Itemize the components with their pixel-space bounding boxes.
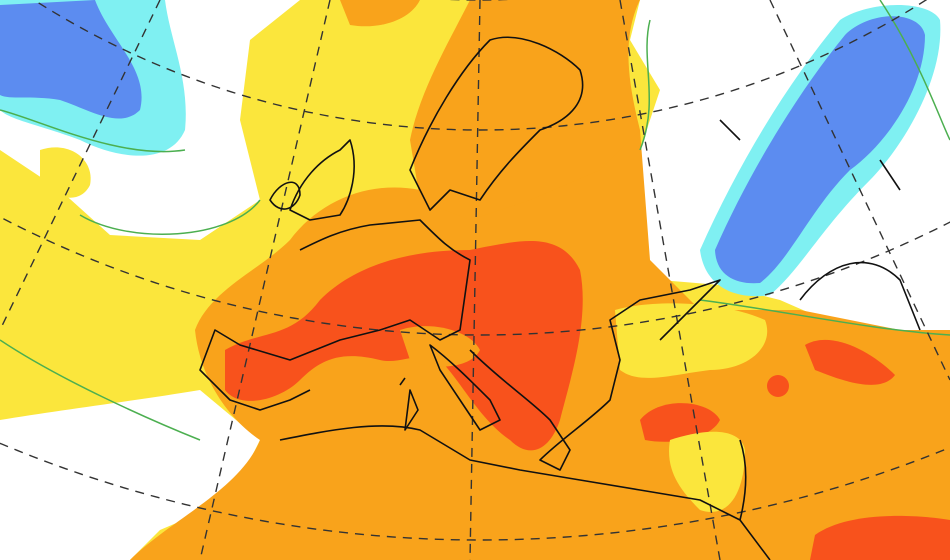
coast-ireland (269, 181, 301, 210)
coast-islands (399, 377, 419, 431)
coast-scandinavia (409, 36, 584, 211)
coast-balkans (469, 279, 721, 471)
red-central (225, 241, 583, 451)
coast-west (199, 219, 471, 411)
orange-inlet (400, 326, 480, 367)
red-east (640, 403, 720, 442)
red-se (810, 515, 950, 560)
coast-east (719, 119, 921, 521)
coast-italy (429, 344, 501, 431)
red-spot (767, 375, 789, 397)
blue-nw (0, 0, 142, 119)
coast-britain (289, 139, 355, 221)
contour (0, 0, 950, 441)
coast-africa (279, 425, 771, 560)
white-sw (0, 390, 260, 560)
red-ne (805, 339, 895, 385)
blue-band (715, 16, 925, 284)
orange-top (340, 0, 420, 27)
yellow-blacksea (615, 303, 768, 378)
yellow-patch (40, 147, 91, 198)
yellow-south (669, 431, 745, 512)
parallel (32, 0, 928, 131)
orange-north (410, 0, 640, 220)
